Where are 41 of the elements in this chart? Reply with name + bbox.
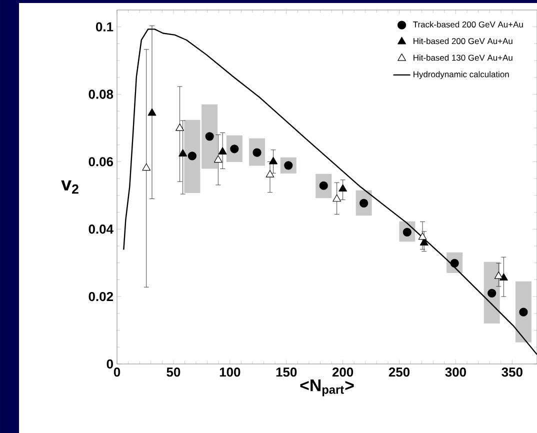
legend-label: Hit-based 130 GeV Au+Au (414, 54, 512, 61)
x-tick-label: 0 (114, 368, 120, 377)
point (360, 198, 368, 208)
x-tick-label: 200 (332, 368, 354, 377)
point (488, 288, 496, 298)
y-tick-label: 0.08 (88, 90, 114, 99)
point (178, 149, 188, 156)
point (319, 181, 328, 190)
point (214, 155, 222, 163)
x-tick-label: 50 (166, 368, 180, 377)
y-tick-label: 0.04 (88, 224, 114, 234)
point (450, 258, 459, 268)
line-series (123, 28, 537, 356)
y-axis-title: v$_{2}$ (61, 180, 78, 194)
point (338, 184, 348, 192)
point (332, 194, 342, 202)
x-tick-label: 300 (445, 368, 466, 377)
x-axis-title: <N$_{part}$> (300, 380, 354, 396)
y-tick-label: 0.06 (88, 157, 114, 166)
y-tick-label: 0 (106, 359, 113, 369)
legend-label: Hit-based 200 GeV Au+Au (414, 38, 512, 44)
point (142, 163, 151, 171)
point (176, 124, 184, 131)
y-tick-label: 0.02 (88, 292, 113, 302)
point (519, 308, 528, 316)
legend-label: Hydrodynamic calculation (414, 71, 509, 79)
legend-label: Track-based 200 GeV Au+Au (413, 21, 523, 28)
x-tick-label: 350 (502, 368, 522, 377)
point (284, 161, 293, 170)
point (494, 272, 503, 279)
point (148, 108, 156, 116)
point (205, 132, 214, 141)
x-tick-label: 100 (220, 368, 240, 377)
point (252, 148, 262, 157)
x-tick-label: 250 (388, 368, 410, 377)
point (402, 228, 412, 236)
y-tick-label: 0.1 (96, 22, 114, 32)
point (188, 152, 196, 160)
point (230, 144, 239, 154)
x-tick-label: 150 (276, 368, 297, 377)
point (218, 147, 227, 154)
